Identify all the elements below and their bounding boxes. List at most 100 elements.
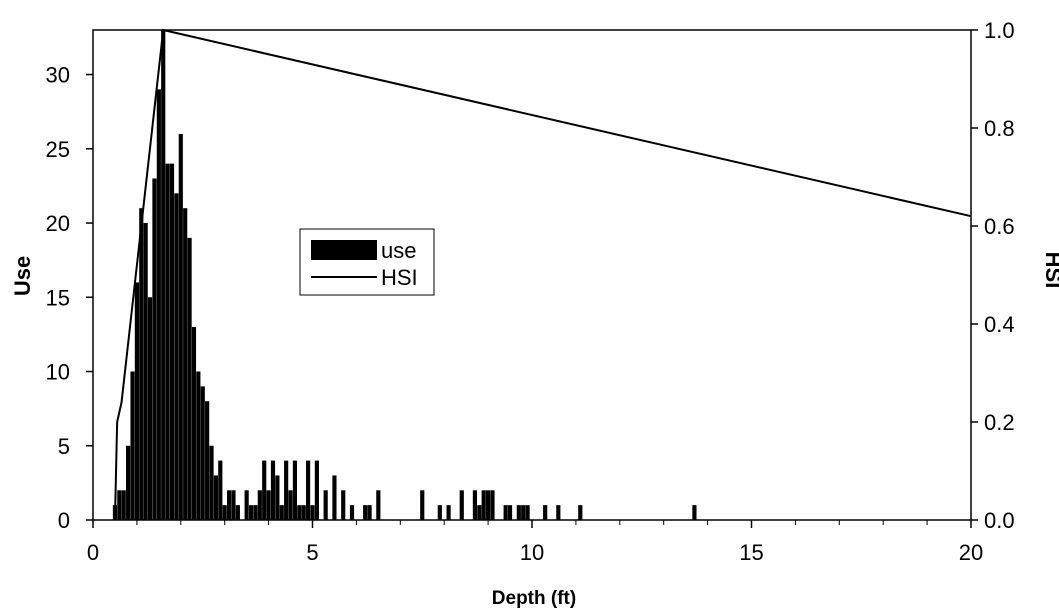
use-bar — [349, 505, 355, 520]
use-bar — [490, 490, 495, 520]
use-bar — [165, 163, 170, 520]
use-bar — [187, 237, 192, 520]
use-bar — [292, 460, 298, 520]
use-bar — [147, 297, 153, 520]
use-bar — [253, 505, 258, 520]
use-bar — [481, 490, 486, 520]
legend-use-swatch — [311, 240, 377, 260]
hsi-line — [113, 28, 972, 521]
y2-tick-label: 0.0 — [984, 508, 1015, 533]
use-bar — [156, 89, 161, 520]
use-bar — [126, 445, 131, 520]
use-bar — [169, 163, 175, 520]
use-bar — [262, 460, 267, 520]
use-bar — [301, 505, 306, 520]
y2-tick-label: 0.8 — [984, 116, 1015, 141]
use-bar — [121, 490, 126, 520]
use-bar — [205, 401, 210, 520]
legend-use-label: use — [381, 238, 416, 263]
use-bar — [152, 178, 157, 521]
use-bar — [244, 490, 249, 520]
use-bars — [112, 30, 697, 521]
use-bar — [213, 475, 218, 520]
use-bar — [231, 490, 236, 520]
use-bar — [143, 223, 148, 520]
use-bar — [130, 371, 135, 520]
x-axis-title: Depth (ft) — [492, 588, 576, 609]
x-tick-label: 15 — [739, 540, 763, 565]
y-axis-title: Use — [10, 256, 35, 296]
use-bar — [279, 505, 284, 520]
use-bar — [306, 460, 311, 520]
x-tick-label: 10 — [520, 540, 544, 565]
y-tick-label: 0 — [58, 508, 70, 533]
y-tick-label: 10 — [46, 360, 70, 385]
use-bar — [472, 490, 478, 520]
legend-frame — [299, 228, 435, 296]
use-bar — [275, 475, 280, 520]
use-bar — [332, 475, 337, 520]
use-bar — [117, 490, 122, 520]
use-bar — [235, 505, 240, 520]
use-bar — [178, 133, 183, 520]
use-bar — [420, 490, 425, 520]
use-bar — [161, 30, 166, 520]
y-tick-label: 15 — [46, 285, 70, 310]
y2-tick-label: 1.0 — [984, 18, 1015, 43]
use-bar — [196, 371, 201, 520]
use-bar — [139, 208, 144, 520]
legend: use HSI — [299, 228, 435, 296]
use-bar — [314, 460, 319, 520]
use-bar — [288, 490, 293, 520]
use-bar — [446, 505, 451, 520]
use-bar — [310, 505, 315, 520]
use-bar — [437, 505, 442, 520]
x-tick-label: 20 — [959, 540, 983, 565]
y2-tick-label: 0.4 — [984, 312, 1015, 337]
use-bar — [284, 460, 289, 520]
hsi-line-layer — [113, 28, 972, 521]
use-bar — [183, 208, 188, 520]
use-bar — [521, 505, 526, 520]
use-bar — [692, 505, 697, 520]
use-bar — [486, 490, 491, 520]
use-bar — [367, 505, 372, 520]
use-bar — [477, 505, 482, 520]
use-bar — [556, 505, 561, 520]
use-bar — [525, 505, 530, 520]
use-bar — [209, 445, 214, 520]
use-bar — [323, 490, 328, 520]
y-tick-label: 30 — [46, 63, 70, 88]
y2-axis-title: HSI — [1041, 252, 1059, 289]
use-bar — [200, 386, 205, 520]
use-bar — [543, 505, 548, 520]
y-tick-label: 20 — [46, 211, 70, 236]
use-bar — [376, 490, 381, 520]
use-bar — [507, 505, 513, 520]
y-tick-label: 25 — [46, 137, 70, 162]
use-bar — [218, 460, 223, 520]
use-bar — [297, 505, 302, 520]
use-bar — [459, 490, 464, 520]
use-bar — [363, 505, 368, 520]
use-bar — [516, 505, 521, 520]
use-bar — [341, 490, 346, 520]
x-tick-label: 0 — [87, 540, 99, 565]
use-bar — [266, 490, 271, 520]
use-bar — [174, 193, 179, 520]
y2-tick-label: 0.2 — [984, 410, 1015, 435]
y2-tick-label: 0.6 — [984, 214, 1015, 239]
tick-labels: 0 5 10 15 20 0 5 10 15 20 25 30 0.0 0.2 0.4 0.6 0.8 1.0 — [46, 18, 1015, 565]
axes — [86, 29, 978, 528]
use-bar — [134, 282, 139, 520]
plot-frame — [92, 29, 972, 521]
y-tick-label: 5 — [58, 434, 70, 459]
use-bar — [191, 326, 197, 520]
use-bar — [257, 490, 262, 520]
use-bar — [578, 505, 583, 520]
use-bar — [503, 505, 508, 520]
use-bar — [222, 505, 227, 520]
x-tick-label: 5 — [306, 540, 318, 565]
use-bar — [270, 460, 276, 520]
